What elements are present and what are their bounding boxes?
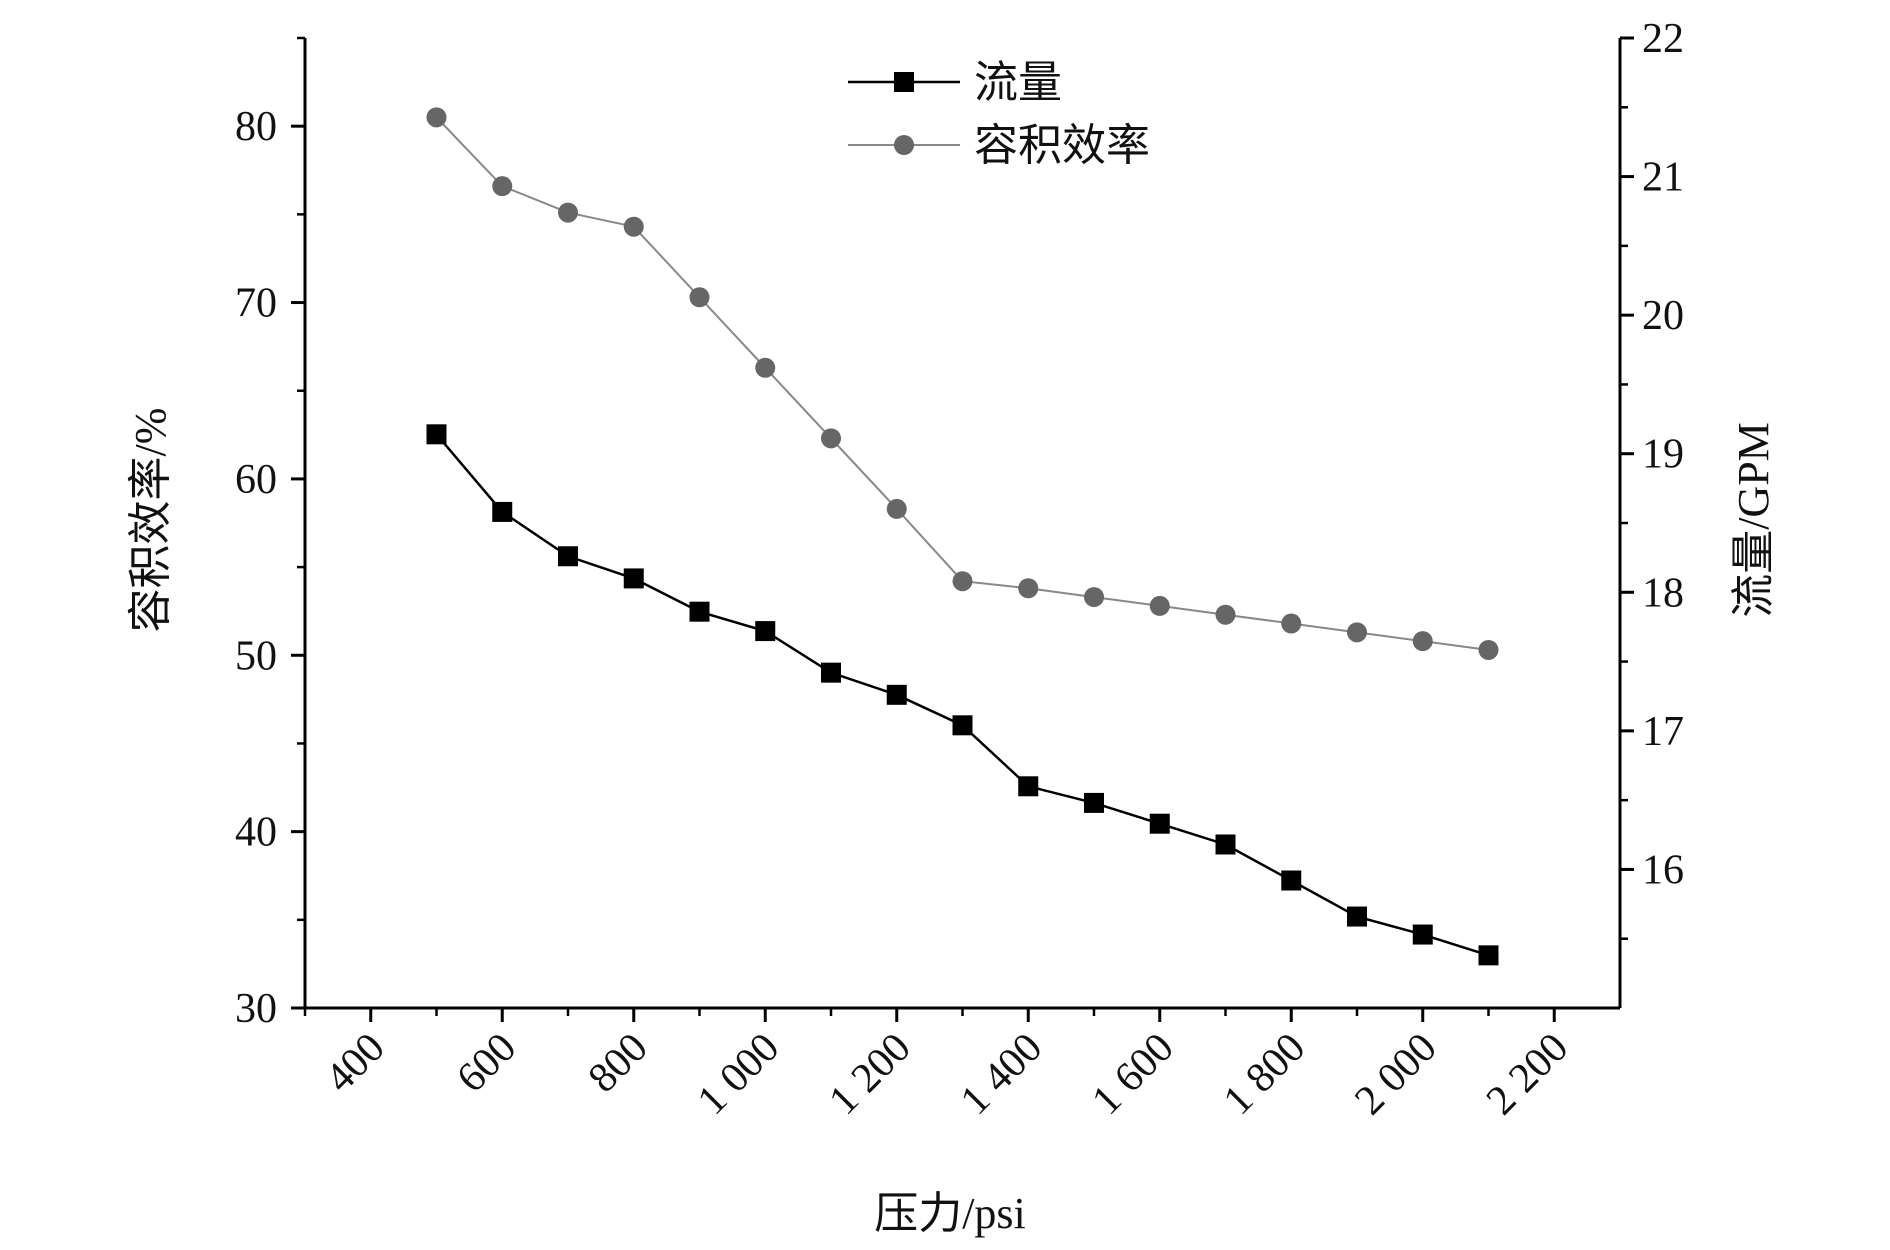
- x-tick-label: 2 200: [1478, 1025, 1577, 1124]
- efficiency-data-point: [1478, 639, 1499, 660]
- legend-flow-marker: [894, 72, 914, 92]
- y-left-tick-label: 30: [235, 986, 277, 1032]
- efficiency-data-point: [821, 428, 841, 449]
- flow-series-line: [435, 433, 1489, 957]
- legend-efficiency-label: 容积效率: [974, 121, 1150, 170]
- flow-data-point: [952, 715, 973, 736]
- efficiency-data-point: [689, 287, 710, 308]
- x-tick-label: 1 800: [1215, 1025, 1314, 1124]
- flow-data-point: [623, 568, 644, 589]
- x-tick-label: 1 000: [689, 1025, 788, 1124]
- y-left-tick-label: 60: [235, 457, 277, 503]
- efficiency-data-point: [755, 357, 776, 378]
- x-tick-label: 800: [580, 1025, 657, 1102]
- flow-data-point: [426, 424, 447, 445]
- y-right-tick-label: 22: [1642, 16, 1684, 62]
- efficiency-data-point: [623, 216, 644, 237]
- y-right-tick-label: 19: [1642, 432, 1684, 478]
- legend-efficiency-marker: [894, 135, 914, 155]
- flow-data-point: [1018, 776, 1039, 797]
- y-right-tick-label: 16: [1642, 847, 1684, 893]
- flow-data-point: [755, 621, 776, 642]
- x-tick-label: 2 000: [1346, 1025, 1445, 1124]
- y-right-axis-title: 流量/GPM: [1729, 422, 1778, 618]
- efficiency-data-point: [952, 571, 973, 592]
- flow-data-point: [886, 684, 907, 705]
- y-right-tick-label: 20: [1642, 293, 1684, 339]
- x-tick-label: 400: [317, 1025, 394, 1102]
- x-tick-label: 1 200: [820, 1025, 919, 1124]
- efficiency-data-point: [886, 498, 907, 519]
- flow-data-point: [821, 662, 841, 683]
- efficiency-data-point: [1281, 613, 1302, 634]
- y-right-tick-label: 21: [1642, 155, 1684, 201]
- flow-data-point: [1478, 945, 1499, 966]
- y-left-axis: 30 40 50 60 70 80: [235, 36, 305, 1032]
- x-tick-label: 600: [448, 1025, 525, 1102]
- legend-flow-label: 流量: [974, 58, 1062, 107]
- y-left-tick-label: 40: [235, 810, 277, 856]
- flow-data-point: [492, 501, 513, 522]
- flow-data-point: [1149, 813, 1170, 834]
- x-axis: 400 600 800 1 000 1 200 1 400 1 600 1 800 2 000 2…: [303, 1008, 1577, 1124]
- y-left-axis-title: 容积效率/%: [126, 408, 175, 633]
- x-axis-title: 压力/psi: [874, 1189, 1026, 1238]
- y-right-tick-label: 18: [1642, 570, 1684, 616]
- efficiency-data-point: [1018, 578, 1039, 599]
- y-left-tick-label: 80: [235, 104, 277, 150]
- efficiency-data-point: [1084, 587, 1104, 608]
- flow-data-point: [558, 546, 578, 567]
- efficiency-data-point: [558, 202, 578, 223]
- y-right-tick-label: 17: [1642, 709, 1684, 755]
- efficiency-data-point: [1347, 622, 1367, 643]
- x-tick-label: 1 400: [952, 1025, 1051, 1124]
- y-left-tick-label: 70: [235, 281, 277, 327]
- flow-data-point: [1281, 870, 1302, 891]
- efficiency-data-point: [1215, 604, 1236, 625]
- x-tick-label: 1 600: [1083, 1025, 1182, 1124]
- flow-data-point: [1084, 792, 1104, 813]
- efficiency-data-point: [1412, 631, 1433, 652]
- efficiency-data-point: [1149, 595, 1170, 616]
- y-right-axis: 16 17 18 19 20 21 22: [1620, 16, 1684, 940]
- flow-data-point: [1412, 924, 1433, 945]
- series-layer: [426, 107, 1499, 966]
- y-left-tick-label: 50: [235, 633, 277, 679]
- flow-data-point: [689, 601, 710, 622]
- efficiency-series-line: [435, 116, 1489, 651]
- efficiency-data-point: [492, 176, 513, 197]
- efficiency-data-point: [426, 107, 447, 128]
- flow-data-point: [1347, 906, 1367, 927]
- flow-data-point: [1215, 834, 1236, 855]
